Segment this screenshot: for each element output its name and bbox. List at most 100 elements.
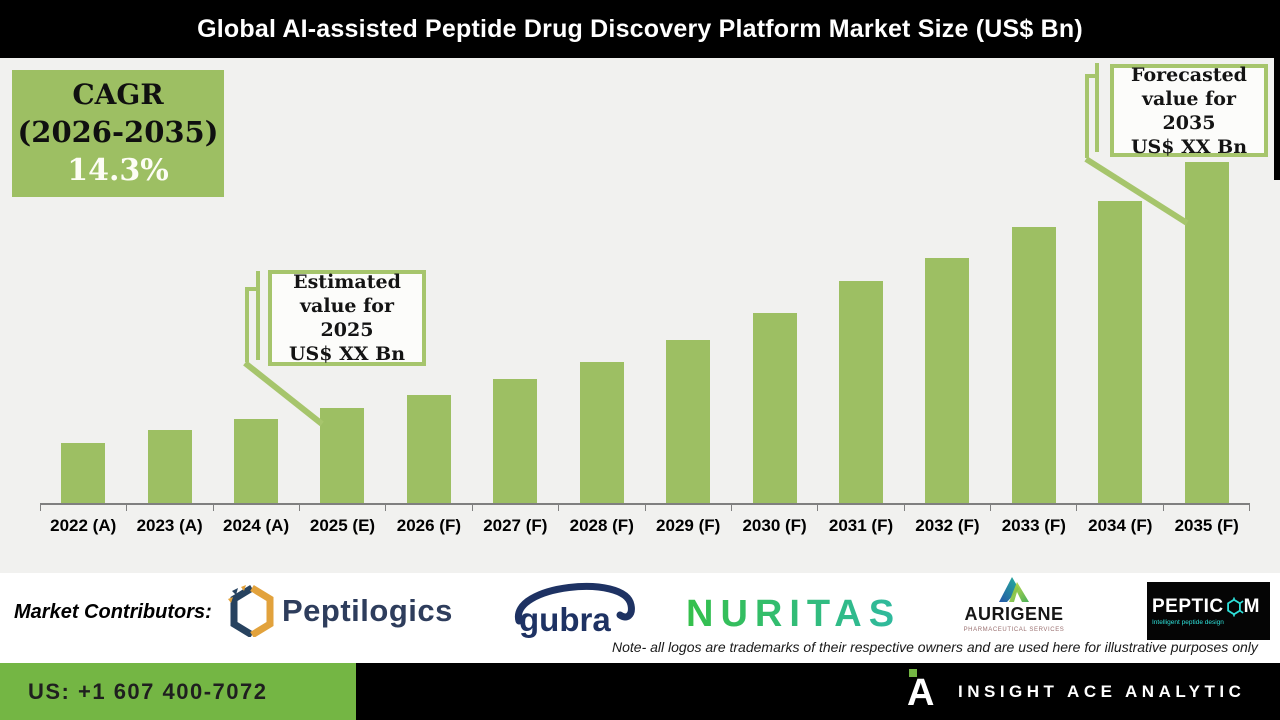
bar-group (40, 158, 1250, 503)
x-axis-label: 2031 (F) (828, 516, 894, 535)
axis-tick (730, 505, 817, 511)
bar-2030 (F) (752, 313, 797, 503)
nuritas-logo: NURITAS (686, 593, 902, 635)
axis-tick (644, 505, 731, 511)
bar-cell (386, 158, 472, 503)
title-bar: Global AI-assisted Peptide Drug Discover… (0, 0, 1280, 58)
bar-cell (904, 158, 990, 503)
x-axis-label: 2023 (A) (136, 516, 203, 535)
phone-number: US: +1 607 400-7072 (28, 678, 268, 704)
axis-tick (989, 505, 1076, 511)
axis-tick (212, 505, 299, 511)
right-edge-strip (1274, 58, 1280, 180)
axis-tick (558, 505, 644, 511)
insight-ace-logo-dot (909, 669, 917, 677)
pepticom-subtitle: Intelligent peptide design (1152, 619, 1224, 626)
chart-area: CAGR (2026-2035) 14.3% Estimated value f… (0, 58, 1280, 573)
x-axis-label: 2025 (E) (309, 516, 376, 535)
estimated-line-2: value for 2025 (300, 295, 394, 341)
footer-phone-block: US: +1 607 400-7072 (0, 663, 356, 720)
bar-cell (559, 158, 645, 503)
insight-ace-brand-name: INSIGHT ACE ANALYTIC (958, 682, 1246, 701)
insight-ace-logo-icon: A (905, 669, 939, 715)
peptilogics-logo: Peptilogics (228, 585, 453, 637)
aurigene-wordmark: AURIGENE (964, 604, 1064, 624)
pepticom-wordmark-right: M (1243, 596, 1260, 617)
axis-tick (1076, 505, 1162, 511)
contributors-strip: Market Contributors: Peptilogics gubra N… (0, 573, 1280, 663)
bar-chart: 2022 (A) 2023 (A) 2024 (A) 2025 (E) 2026 (F)… (40, 158, 1250, 536)
bar-2028 (F) (579, 362, 624, 503)
x-axis-label: 2030 (F) (742, 516, 807, 535)
bar-cell (731, 158, 817, 503)
x-axis-label: 2033 (F) (1001, 516, 1066, 535)
bar-cell (299, 158, 385, 503)
gubra-wordmark: gubra (519, 601, 611, 638)
bar-2035 (F) (1184, 162, 1229, 503)
bar-2026 (F) (406, 395, 451, 503)
x-axis-label: 2024 (A) (222, 516, 290, 535)
bar-2032 (F) (925, 258, 970, 503)
estimated-line-1: Estimated (293, 271, 401, 293)
cagr-range: (2026-2035) (17, 114, 219, 149)
bar-2029 (F) (666, 340, 711, 503)
axis-tick (903, 505, 990, 511)
forecasted-value-callout: Forecasted value for 2035 US$ XX Bn (1110, 63, 1268, 158)
cagr-value: 14.3% (67, 152, 169, 188)
pepticom-molecule-icon (1226, 597, 1244, 617)
axis-tick (817, 505, 903, 511)
insight-ace-logo-letter: A (907, 672, 935, 714)
forecasted-line-1: Forecasted (1131, 63, 1247, 86)
page-title: Global AI-assisted Peptide Drug Discover… (197, 14, 1083, 43)
bar-2027 (F) (493, 379, 538, 503)
forecasted-line-2: value for 2035 (1142, 87, 1236, 134)
gubra-logo: gubra (503, 577, 643, 645)
x-axis-label: 2028 (F) (569, 516, 634, 535)
cagr-title: CAGR (72, 77, 164, 111)
estimated-value-callout: Estimated value for 2025 US$ XX Bn (268, 270, 426, 366)
bar-2022 (A) (61, 443, 106, 503)
peptilogics-wordmark: Peptilogics (282, 593, 453, 628)
axis-tick (1162, 505, 1249, 511)
bar-cell (126, 158, 212, 503)
bar-2033 (F) (1011, 227, 1056, 503)
label-row: 2022 (A) 2023 (A) 2024 (A) 2025 (E) 2026 (F)… (40, 511, 1250, 536)
trademark-note: Note- all logos are trademarks of their … (612, 639, 1258, 655)
bar-cell (1163, 158, 1249, 503)
aurigene-logo: AURIGENE PHARMACEUTICAL SERVICES (958, 575, 1070, 633)
axis-tick (385, 505, 471, 511)
x-axis-label: 2027 (F) (483, 516, 548, 535)
gubra-arc-icon (515, 583, 635, 625)
bar-2034 (F) (1098, 201, 1143, 503)
market-contributors-label: Market Contributors: (14, 601, 212, 623)
pepticom-wordmark-left: PEPTIC (1152, 596, 1224, 617)
pepticom-logo: PEPTIC M Intelligent peptide design (1147, 582, 1270, 640)
x-axis-line (40, 503, 1250, 505)
axis-tick (126, 505, 212, 511)
cagr-box: CAGR (2026-2035) 14.3% (12, 70, 224, 197)
x-axis-label: 2035 (F) (1174, 516, 1239, 535)
x-axis-label: 2034 (F) (1088, 516, 1153, 535)
bar-cell (1077, 158, 1163, 503)
x-axis-label: 2029 (F) (656, 516, 721, 535)
bar-cell (818, 158, 904, 503)
aurigene-a-icon (999, 577, 1029, 602)
x-axis-label: 2026 (F) (396, 516, 462, 535)
bar-cell (645, 158, 731, 503)
bar-cell (40, 158, 126, 503)
aurigene-subtitle: PHARMACEUTICAL SERVICES (963, 627, 1065, 633)
footer-bar: US: +1 607 400-7072 A INSIGHT ACE ANALYT… (0, 663, 1280, 720)
estimated-line-3: US$ XX Bn (288, 343, 406, 365)
bar-cell (472, 158, 558, 503)
bar-2025 (E) (320, 408, 365, 503)
axis-tick (40, 505, 126, 511)
x-axis-label: 2022 (A) (50, 516, 117, 535)
bar-2023 (A) (147, 430, 192, 503)
bar-cell (213, 158, 299, 503)
bar-cell (991, 158, 1077, 503)
x-axis-label: 2032 (F) (915, 516, 980, 535)
peptilogics-hexagon-icon (228, 585, 274, 637)
bar-2024 (A) (234, 419, 279, 503)
axis-tick (299, 505, 385, 511)
bar-2031 (F) (839, 281, 883, 503)
